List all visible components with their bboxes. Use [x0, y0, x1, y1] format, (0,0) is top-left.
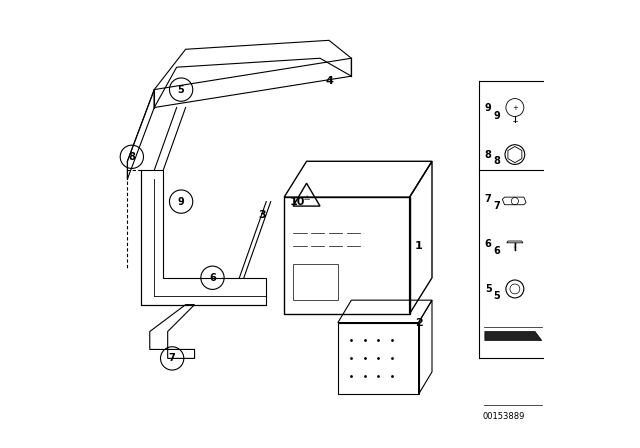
Text: +: +: [512, 104, 518, 111]
Text: 7: 7: [485, 194, 492, 204]
Text: 6: 6: [493, 246, 500, 256]
Text: 9: 9: [485, 103, 492, 112]
Text: 3: 3: [258, 210, 266, 220]
Text: 00153889: 00153889: [483, 412, 525, 421]
Text: 8: 8: [493, 156, 500, 166]
Text: 1: 1: [415, 241, 422, 251]
Text: 5: 5: [485, 284, 492, 294]
Text: 2: 2: [415, 318, 422, 327]
Bar: [293, 264, 338, 300]
Text: ⚠: ⚠: [303, 195, 310, 201]
Text: 7: 7: [169, 353, 175, 363]
Text: 4: 4: [325, 76, 333, 86]
Text: 9: 9: [493, 112, 500, 121]
Polygon shape: [485, 332, 541, 340]
Text: 9: 9: [178, 197, 184, 207]
Text: 10: 10: [290, 197, 305, 207]
Text: 6: 6: [485, 239, 492, 249]
Text: 7: 7: [493, 201, 500, 211]
Text: 8: 8: [485, 150, 492, 159]
Text: 6: 6: [209, 273, 216, 283]
Text: 8: 8: [129, 152, 135, 162]
Text: 5: 5: [493, 291, 500, 301]
Text: 5: 5: [178, 85, 184, 95]
